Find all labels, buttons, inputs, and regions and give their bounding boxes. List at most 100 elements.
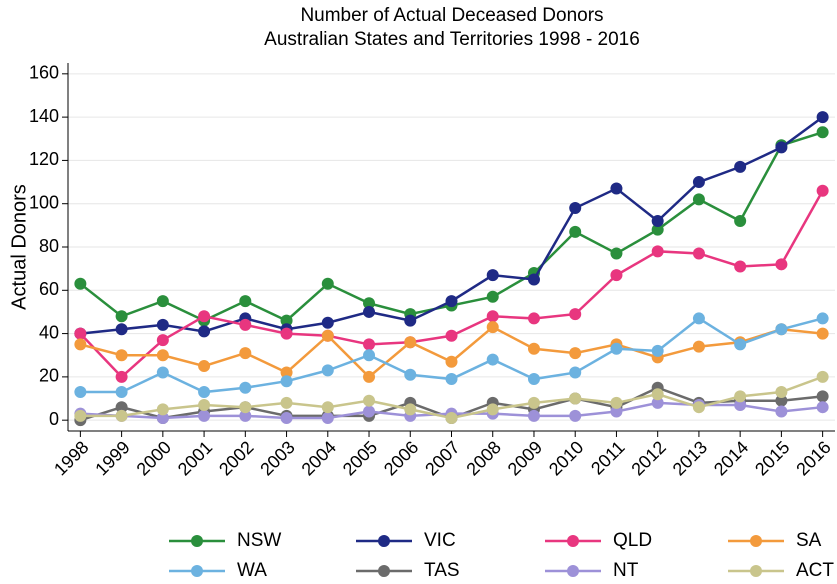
data-point — [569, 366, 582, 379]
data-point — [651, 215, 664, 228]
data-point — [198, 360, 211, 373]
data-point — [816, 327, 829, 340]
y-tick-label: 140 — [29, 106, 59, 126]
data-point — [280, 412, 293, 425]
x-tick-label: 2016 — [792, 437, 834, 479]
data-point — [115, 310, 128, 323]
x-tick-label: 2009 — [504, 437, 546, 479]
legend-marker — [378, 565, 390, 577]
x-tick-label: 2011 — [587, 437, 629, 479]
x-tick-label: 2000 — [133, 437, 175, 479]
data-point — [775, 141, 788, 154]
data-point — [280, 396, 293, 409]
data-point — [198, 399, 211, 412]
legend-label: VIC — [424, 530, 456, 551]
data-point — [280, 366, 293, 379]
data-point — [527, 396, 540, 409]
x-tick-label: 2005 — [339, 437, 381, 479]
data-point — [816, 401, 829, 414]
data-point — [321, 329, 334, 342]
data-point — [198, 325, 211, 338]
data-point — [816, 312, 829, 325]
x-tick-label: 2006 — [380, 437, 422, 479]
y-tick-label: 80 — [39, 236, 59, 256]
data-point — [115, 409, 128, 422]
data-point — [692, 340, 705, 353]
data-point — [239, 381, 252, 394]
data-point — [486, 321, 499, 334]
data-point — [486, 403, 499, 416]
data-point — [156, 295, 169, 308]
data-point — [198, 409, 211, 422]
data-point — [569, 347, 582, 360]
data-point — [363, 297, 376, 310]
data-point — [156, 403, 169, 416]
data-point — [692, 401, 705, 414]
y-tick-label: 120 — [29, 149, 59, 169]
x-tick-label: 2007 — [421, 437, 463, 479]
legend-marker — [567, 565, 579, 577]
data-point — [610, 396, 623, 409]
data-point — [775, 323, 788, 336]
x-tick-label: 1998 — [50, 437, 92, 479]
data-point — [280, 375, 293, 388]
data-point — [692, 176, 705, 189]
data-point — [404, 368, 417, 381]
data-point — [74, 409, 87, 422]
x-tick-label: 2013 — [669, 437, 711, 479]
x-tick-label: 2012 — [627, 437, 669, 479]
y-tick-label: 0 — [49, 409, 59, 429]
data-point — [486, 353, 499, 366]
data-point — [115, 349, 128, 362]
data-point — [156, 334, 169, 347]
data-point — [280, 327, 293, 340]
data-point — [363, 349, 376, 362]
data-point — [569, 202, 582, 215]
data-point — [775, 258, 788, 271]
y-axis-label: Actual Donors — [8, 184, 30, 310]
data-point — [156, 366, 169, 379]
data-point — [610, 269, 623, 282]
data-point — [651, 396, 664, 409]
legend-label: TAS — [424, 560, 460, 581]
data-point — [445, 329, 458, 342]
data-point — [115, 323, 128, 336]
data-point — [734, 215, 747, 228]
chart-subtitle: Australian States and Territories 1998 -… — [264, 29, 640, 50]
data-point — [156, 349, 169, 362]
data-point — [816, 370, 829, 383]
data-point — [816, 111, 829, 124]
legend-label: QLD — [613, 530, 652, 551]
x-tick-label: 2001 — [174, 437, 216, 479]
series-line — [79, 190, 824, 379]
data-point — [734, 338, 747, 351]
data-point — [321, 412, 334, 425]
data-point — [280, 314, 293, 327]
data-point — [239, 347, 252, 360]
data-point — [816, 390, 829, 403]
data-point — [610, 342, 623, 355]
x-tick-label: 2014 — [710, 437, 752, 479]
x-tick-label: 1999 — [91, 437, 133, 479]
y-tick-label: 100 — [29, 192, 59, 212]
data-point — [692, 247, 705, 260]
data-point — [445, 412, 458, 425]
data-point — [610, 247, 623, 260]
data-point — [445, 355, 458, 368]
data-point — [527, 312, 540, 325]
y-tick-label: 60 — [39, 279, 59, 299]
legend-marker — [750, 565, 762, 577]
legend-label: NT — [613, 560, 639, 581]
y-tick-label: 40 — [39, 322, 59, 342]
data-point — [321, 316, 334, 329]
data-point — [486, 310, 499, 323]
data-point — [569, 308, 582, 321]
data-point — [816, 184, 829, 197]
legend-marker — [567, 535, 579, 547]
data-point — [239, 318, 252, 331]
data-point — [363, 305, 376, 318]
data-point — [775, 405, 788, 418]
data-point — [651, 388, 664, 401]
data-point — [527, 373, 540, 386]
data-point — [775, 386, 788, 399]
